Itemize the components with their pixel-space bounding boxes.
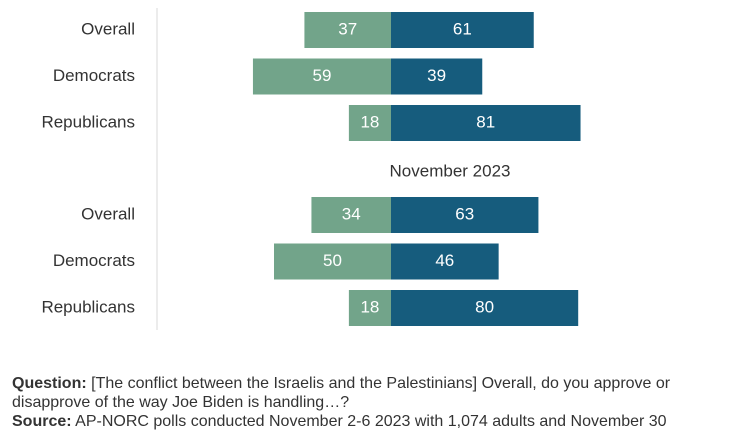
approve-bar [391, 105, 581, 141]
question-text: [The conflict between the Israelis and t… [12, 375, 671, 411]
approve-value-label: 46 [435, 251, 454, 270]
disapprove-bar [311, 197, 391, 233]
approve-value-label: 81 [476, 112, 495, 131]
question-note: Question: [The conflict between the Isra… [12, 374, 742, 412]
disapprove-bar [252, 58, 391, 95]
disapprove-value-label: 18 [360, 112, 379, 131]
source-text: AP-NORC polls conducted November 2-6 202… [75, 413, 667, 430]
category-label: Overall [81, 19, 135, 38]
approve-value-label: 80 [475, 297, 494, 316]
disapprove-bar [274, 243, 391, 280]
disapprove-value-label: 18 [360, 297, 379, 316]
category-label: Republicans [41, 297, 135, 316]
category-label: Republicans [41, 112, 135, 131]
disapprove-bar [348, 105, 391, 141]
disapprove-value-label: 50 [323, 251, 342, 270]
disapprove-value-label: 59 [313, 66, 332, 85]
approve-value-label: 61 [453, 19, 472, 38]
approve-value-label: 39 [427, 66, 446, 85]
approve-bar [391, 12, 534, 48]
chart-notes: Question: [The conflict between the Isra… [12, 374, 742, 431]
approve-bar [391, 243, 499, 280]
approve-bar [391, 197, 539, 233]
diverging-bar-chart: Overall 37 61 Democrats 59 39 Republicans 18 81 N… [41, 8, 581, 330]
approve-bar [391, 58, 483, 95]
disapprove-bar [348, 290, 391, 326]
question-label: Question: [12, 375, 87, 392]
disapprove-value-label: 34 [342, 204, 361, 223]
approve-bar [391, 290, 579, 326]
source-label: Source: [12, 413, 72, 430]
approve-value-label: 63 [455, 204, 474, 223]
group-title: November 2023 [390, 161, 511, 180]
category-label: Democrats [53, 66, 135, 85]
disapprove-value-label: 37 [338, 19, 357, 38]
source-note: Source: AP-NORC polls conducted November… [12, 412, 742, 431]
category-label: Overall [81, 204, 135, 223]
category-label: Democrats [53, 251, 135, 270]
disapprove-bar [304, 12, 391, 48]
